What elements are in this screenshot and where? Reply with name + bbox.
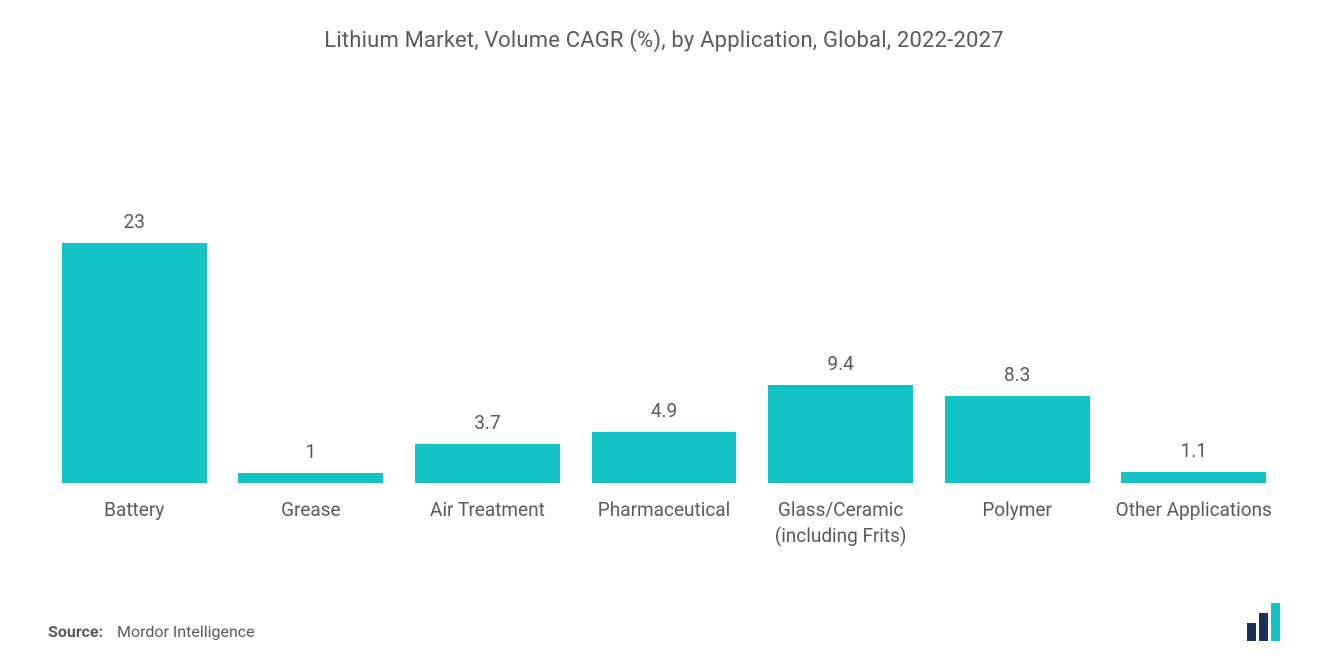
logo-bar-icon — [1247, 623, 1256, 641]
logo-bar-icon — [1259, 613, 1268, 641]
logo-bars-icon — [1247, 603, 1280, 641]
bar — [415, 444, 560, 483]
source-line: Source: Mordor Intelligence — [48, 622, 255, 641]
bar-group: 4.9 Pharmaceutical — [582, 113, 747, 575]
source-label: Source: — [48, 622, 103, 641]
bar-category-label: Pharmaceutical — [582, 497, 747, 575]
bar-category-label: Glass/Ceramic (including Frits) — [758, 497, 923, 575]
bar-group: 9.4 Glass/Ceramic (including Frits) — [758, 113, 923, 575]
bar — [62, 243, 207, 483]
bar — [768, 385, 913, 483]
bar-group: 8.3 Polymer — [935, 113, 1100, 575]
bar-value-label: 4.9 — [651, 399, 677, 422]
bar-value-label: 1 — [306, 440, 317, 463]
bar-chart-area: 23 Battery 1 Grease 3.7 Air Treatment 4.9 Pharm… — [48, 113, 1280, 575]
bar — [1121, 472, 1266, 483]
source-name: Mordor Intelligence — [117, 622, 255, 641]
bar-group: 1.1 Other Applications — [1111, 113, 1276, 575]
bar-category-label: Air Treatment — [405, 497, 570, 575]
bar-value-label: 1.1 — [1181, 439, 1207, 462]
bar-group: 3.7 Air Treatment — [405, 113, 570, 575]
brand-logo — [1247, 603, 1280, 641]
bar-value-label: 3.7 — [474, 411, 500, 434]
bar-value-label: 9.4 — [827, 352, 853, 375]
bar-category-label: Polymer — [935, 497, 1100, 575]
bar — [238, 473, 383, 483]
bar-value-label: 23 — [124, 210, 145, 233]
bar-value-label: 8.3 — [1004, 363, 1030, 386]
chart-footer: Source: Mordor Intelligence — [48, 603, 1280, 641]
bar-category-label: Other Applications — [1111, 497, 1276, 575]
logo-bar-icon — [1271, 603, 1280, 641]
bar-group: 1 Grease — [229, 113, 394, 575]
chart-title: Lithium Market, Volume CAGR (%), by Appl… — [48, 28, 1280, 53]
bar — [592, 432, 737, 483]
bar-group: 23 Battery — [52, 113, 217, 575]
bar-category-label: Battery — [52, 497, 217, 575]
chart-container: Lithium Market, Volume CAGR (%), by Appl… — [0, 0, 1320, 665]
bar-category-label: Grease — [229, 497, 394, 575]
bar — [945, 396, 1090, 483]
